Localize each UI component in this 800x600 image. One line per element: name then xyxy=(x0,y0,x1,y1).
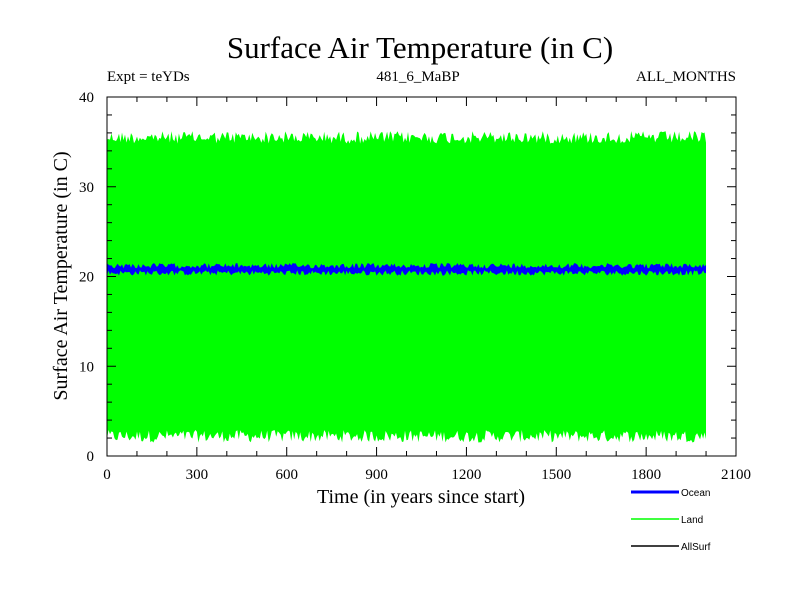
series-ocean-band xyxy=(107,263,706,276)
legend-label-ocean: Ocean xyxy=(681,488,710,499)
x-axis-label: Time (in years since start) xyxy=(317,486,525,508)
plot-data xyxy=(107,131,706,443)
legend-label-land: Land xyxy=(681,515,703,526)
subtitle-run: 481_6_MaBP xyxy=(376,69,459,85)
y-tick-label: 10 xyxy=(79,359,94,375)
x-tick-label: 0 xyxy=(103,467,111,483)
series-land-band xyxy=(107,131,706,443)
y-tick-label: 0 xyxy=(87,449,95,465)
x-tick-label: 1500 xyxy=(541,467,571,483)
legend: Ocean Land AllSurf xyxy=(631,488,711,553)
x-tick-label: 600 xyxy=(275,467,298,483)
y-tick-label: 30 xyxy=(79,180,94,196)
subtitle-experiment: Expt = teYDs xyxy=(107,69,190,85)
x-tick-label: 300 xyxy=(186,467,209,483)
x-tick-label: 900 xyxy=(365,467,388,483)
x-tick-label: 1800 xyxy=(631,467,661,483)
y-tick-label: 20 xyxy=(79,270,94,286)
x-tick-label: 2100 xyxy=(721,467,751,483)
subtitle-months: ALL_MONTHS xyxy=(636,69,736,85)
legend-label-allsurf: AllSurf xyxy=(681,542,711,553)
y-axis-label: Surface Air Temperature (in C) xyxy=(50,151,72,400)
axis-ticks: 0 300 600 900 1200 1500 1800 2100 0 10 20 30 40 xyxy=(79,90,751,483)
y-tick-label: 40 xyxy=(79,90,94,106)
x-tick-label: 1200 xyxy=(451,467,481,483)
chart-title: Surface Air Temperature (in C) xyxy=(227,30,613,65)
